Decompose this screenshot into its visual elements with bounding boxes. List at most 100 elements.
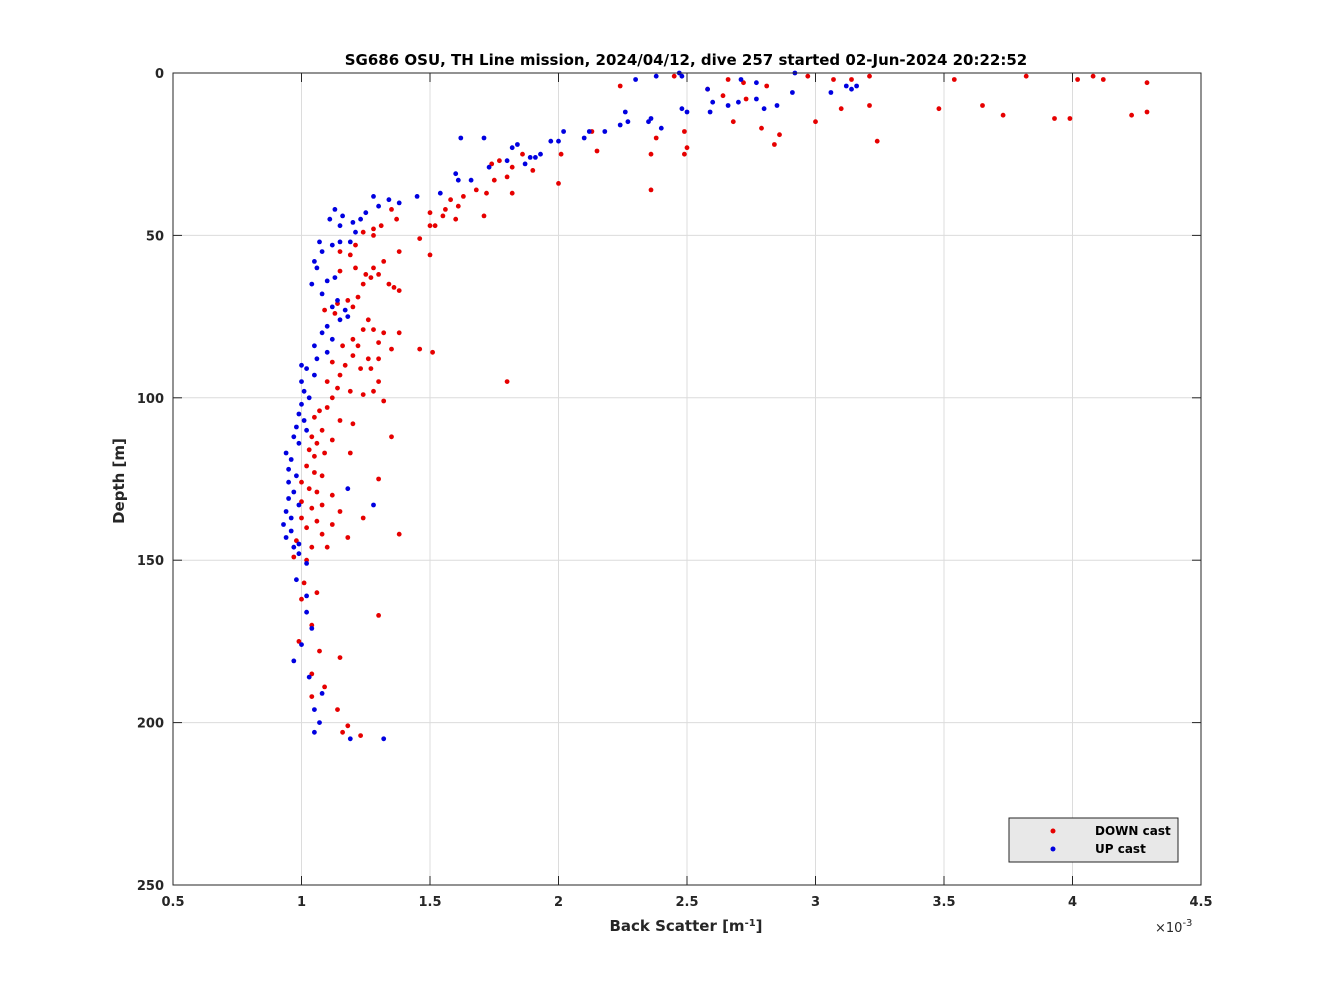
down-cast-point bbox=[363, 272, 369, 277]
down-cast-point bbox=[427, 252, 433, 258]
down-cast-point bbox=[764, 83, 770, 89]
down-cast-point bbox=[324, 379, 330, 384]
down-cast-point bbox=[314, 440, 320, 446]
down-cast-point bbox=[371, 327, 376, 332]
down-cast-point bbox=[389, 434, 394, 440]
up-cast-point bbox=[324, 323, 330, 329]
grid-lines bbox=[173, 73, 1201, 885]
up-cast-point bbox=[299, 362, 304, 368]
up-cast-point bbox=[324, 278, 330, 284]
down-cast-point bbox=[299, 499, 304, 505]
up-cast-point bbox=[312, 343, 317, 349]
up-cast-point bbox=[363, 210, 369, 216]
down-cast-point bbox=[473, 187, 479, 193]
down-cast-point bbox=[350, 336, 356, 342]
down-cast-point bbox=[371, 265, 376, 271]
x-tick-label: 4 bbox=[1068, 895, 1077, 910]
down-cast-point bbox=[350, 304, 356, 310]
up-cast-point bbox=[312, 259, 317, 264]
down-cast-point bbox=[448, 197, 453, 203]
up-cast-point bbox=[347, 736, 353, 742]
down-cast-point bbox=[324, 544, 330, 550]
up-cast-point bbox=[646, 119, 651, 125]
up-cast-point bbox=[761, 106, 767, 112]
down-cast-point bbox=[296, 639, 302, 644]
down-cast-point bbox=[725, 77, 731, 82]
up-cast-point bbox=[625, 119, 631, 125]
down-cast-point bbox=[335, 707, 340, 712]
down-cast-point bbox=[329, 437, 335, 443]
down-cast-point bbox=[294, 538, 299, 544]
up-cast-point bbox=[286, 466, 291, 472]
down-cast-point bbox=[322, 450, 327, 456]
legend-up-marker bbox=[1050, 846, 1056, 852]
up-cast-point bbox=[679, 73, 685, 79]
down-cast-point bbox=[1000, 112, 1006, 118]
down-cast-point bbox=[440, 213, 446, 219]
up-cast-point bbox=[754, 80, 759, 86]
down-cast-point bbox=[306, 486, 312, 492]
down-cast-point bbox=[355, 343, 361, 349]
down-cast-point bbox=[1067, 116, 1073, 121]
up-cast-point bbox=[504, 158, 510, 164]
down-cast-point bbox=[314, 590, 320, 596]
up-cast-point bbox=[345, 486, 351, 492]
up-cast-point bbox=[332, 207, 338, 212]
down-cast-point bbox=[874, 138, 880, 144]
up-cast-point bbox=[548, 138, 554, 144]
down-cast-point bbox=[509, 164, 515, 170]
down-cast-point bbox=[345, 723, 351, 729]
down-cast-point bbox=[720, 93, 726, 99]
up-cast-point bbox=[337, 317, 343, 323]
up-cast-point bbox=[283, 535, 289, 540]
x-tick-label: 2 bbox=[554, 895, 563, 910]
up-cast-point bbox=[707, 109, 713, 115]
down-cast-point bbox=[312, 470, 317, 475]
down-cast-point bbox=[497, 158, 502, 164]
down-cast-point bbox=[813, 119, 818, 125]
down-cast-point bbox=[1144, 80, 1150, 86]
down-cast-point bbox=[337, 509, 343, 514]
up-cast-point bbox=[319, 691, 325, 696]
up-cast-point bbox=[294, 577, 299, 583]
up-cast-point bbox=[283, 450, 289, 456]
down-cast-point bbox=[355, 294, 361, 300]
down-cast-point bbox=[337, 372, 343, 378]
down-cast-point bbox=[376, 476, 381, 482]
down-cast-point bbox=[504, 174, 510, 180]
down-cast-point bbox=[381, 259, 387, 264]
down-cast-point bbox=[530, 168, 536, 173]
down-cast-point bbox=[376, 379, 381, 384]
up-cast-point bbox=[304, 366, 309, 371]
down-cast-point bbox=[453, 216, 459, 222]
legend-up-label: UP cast bbox=[1095, 842, 1146, 856]
down-cast-point bbox=[309, 544, 315, 550]
x-exponent-label: ×10-3 bbox=[1155, 918, 1192, 936]
down-cast-point bbox=[759, 125, 764, 131]
up-cast-point bbox=[296, 502, 302, 508]
up-cast-point bbox=[286, 479, 291, 485]
legend-box bbox=[1008, 817, 1179, 863]
up-cast-point bbox=[617, 122, 623, 128]
down-cast-point bbox=[730, 119, 736, 125]
down-cast-point bbox=[319, 473, 325, 479]
up-cast-point bbox=[738, 77, 744, 82]
down-cast-point bbox=[319, 427, 325, 433]
down-cast-point bbox=[684, 145, 690, 151]
down-cast-point bbox=[617, 83, 623, 89]
x-tick-label: 1.5 bbox=[418, 895, 441, 910]
down-cast-point bbox=[671, 73, 677, 79]
down-cast-point bbox=[461, 194, 466, 199]
x-axis-label: Back Scatter [m-1] bbox=[609, 917, 762, 935]
down-cast-point bbox=[353, 265, 358, 271]
up-cast-point bbox=[515, 142, 520, 147]
down-cast-point bbox=[301, 580, 307, 586]
down-cast-point bbox=[329, 359, 335, 365]
up-cast-point bbox=[376, 203, 381, 209]
down-cast-point bbox=[309, 434, 315, 440]
up-cast-point bbox=[299, 642, 304, 647]
up-cast-point bbox=[533, 155, 538, 160]
up-cast-point bbox=[312, 372, 317, 378]
up-cast-point bbox=[299, 379, 304, 384]
up-cast-point bbox=[790, 90, 795, 95]
